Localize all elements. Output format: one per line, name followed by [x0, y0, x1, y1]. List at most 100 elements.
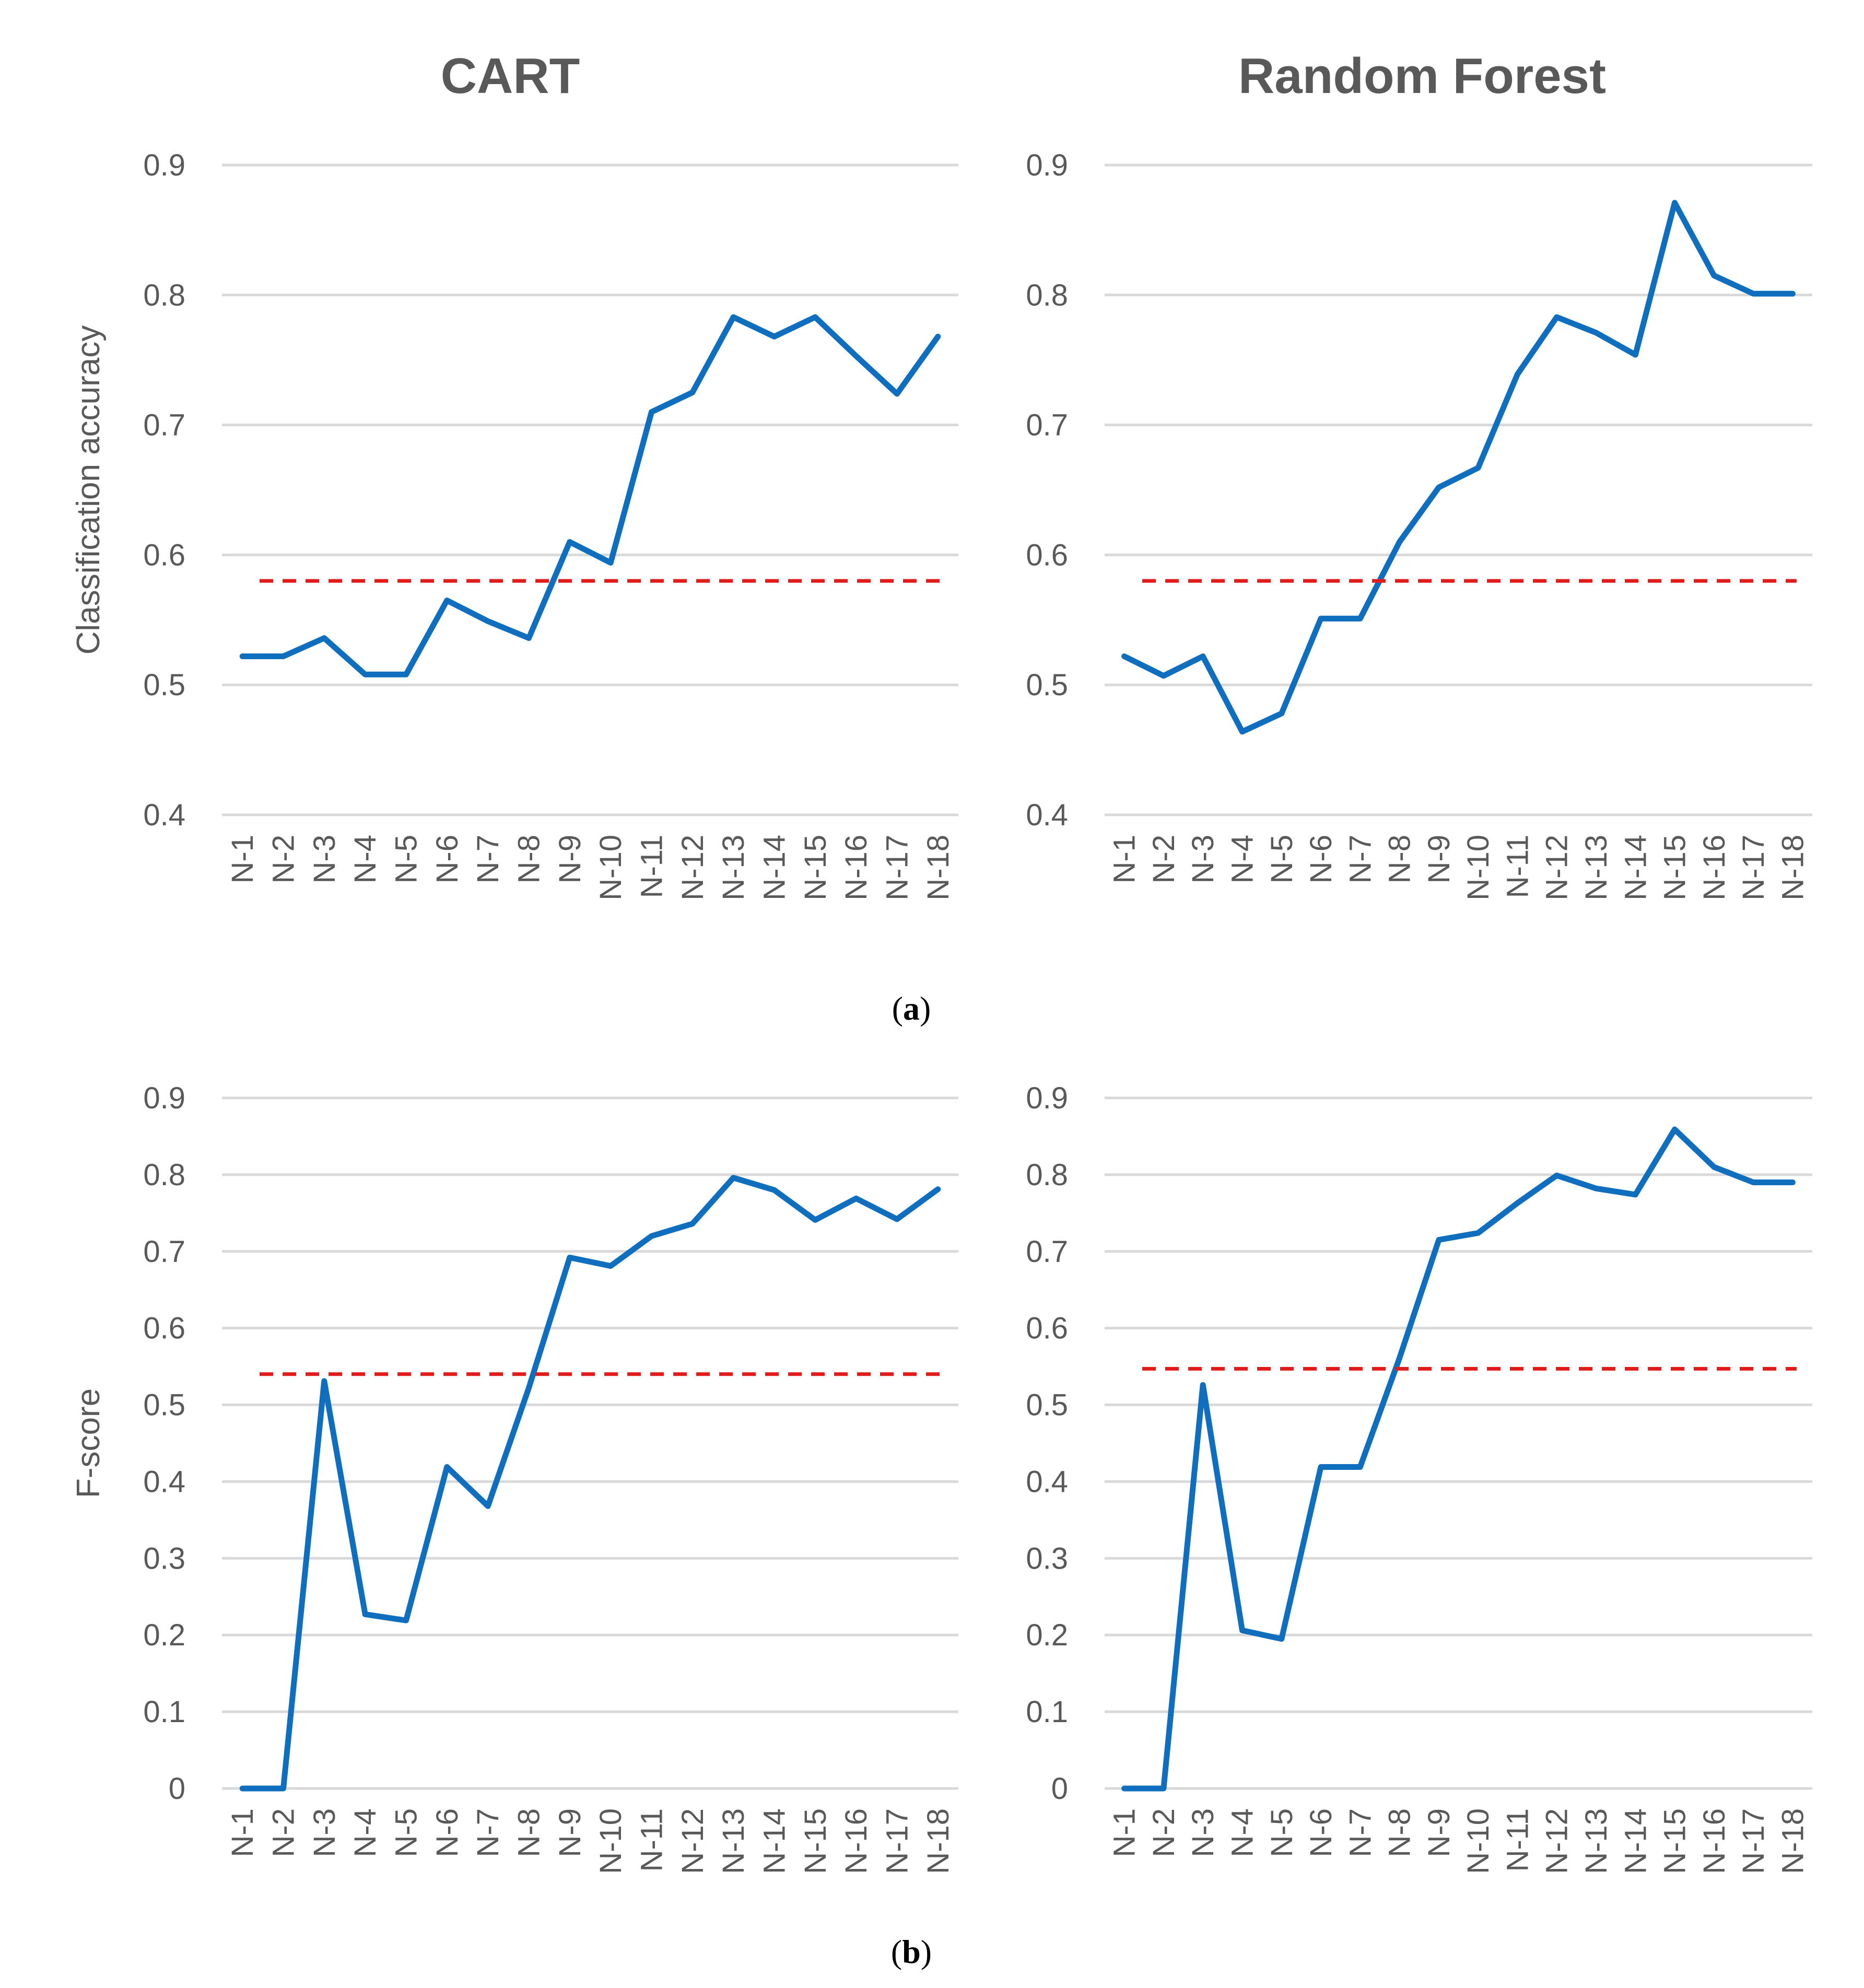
x-tick-label: N-12	[676, 835, 710, 901]
svg-text:(a): (a)	[892, 990, 931, 1027]
data-point	[526, 636, 531, 640]
x-tick-label: N-11	[635, 835, 669, 898]
y-tick-label: 0.4	[143, 1465, 185, 1499]
data-point	[895, 391, 899, 396]
column-title-random-forest: Random Forest	[1238, 48, 1606, 104]
data-point	[567, 1255, 572, 1260]
x-tick-label: N-13	[717, 1808, 751, 1874]
y-tick-label: 0.6	[143, 538, 185, 572]
caption-b-letter: b	[902, 1933, 921, 1970]
data-point	[486, 1504, 490, 1508]
data-point	[444, 1465, 449, 1469]
x-tick-label: N-8	[512, 1808, 546, 1857]
x-tick-label: N-10	[1461, 1808, 1495, 1874]
x-tick-label: N-10	[594, 1808, 628, 1874]
data-point	[486, 619, 490, 624]
data-point	[1161, 673, 1166, 678]
x-tick-label: N-17	[881, 1808, 915, 1874]
y-tick-label: 0.5	[143, 668, 185, 702]
data-point	[935, 1187, 940, 1191]
data-point	[1161, 1786, 1166, 1791]
data-point	[935, 334, 940, 339]
x-tick-label: N-11	[1500, 1808, 1534, 1872]
y-tick-label: 0.5	[1026, 668, 1068, 702]
x-tick-label: N-7	[1343, 835, 1377, 883]
data-point	[1790, 291, 1795, 296]
data-point	[526, 1386, 531, 1390]
x-tick-label: N-6	[430, 835, 464, 883]
x-tick-label: N-14	[758, 835, 792, 901]
data-point	[813, 1218, 817, 1222]
data-point	[1672, 201, 1677, 205]
x-tick-label: N-18	[1776, 1808, 1810, 1874]
data-point	[731, 1175, 736, 1180]
x-tick-label: N-14	[1619, 835, 1652, 901]
x-tick-label: N-9	[553, 1808, 587, 1857]
data-point	[1122, 654, 1127, 659]
y-tick-label: 0.9	[1026, 1081, 1068, 1115]
data-point	[608, 560, 613, 565]
y-tick-label: 0.4	[1026, 798, 1068, 832]
data-point	[322, 1379, 326, 1384]
y-axis-label: Classification accuracy	[71, 325, 107, 655]
x-tick-label: N-1	[226, 1808, 260, 1857]
x-tick-label: N-4	[348, 1808, 382, 1857]
x-tick-label: N-9	[1422, 1808, 1456, 1857]
caption-a-letter: a	[903, 990, 920, 1027]
data-point	[1751, 1180, 1756, 1185]
data-point	[649, 1234, 654, 1238]
y-tick-label: 0.6	[143, 1312, 185, 1346]
data-point	[1240, 1628, 1245, 1633]
data-point	[322, 636, 326, 640]
data-point	[813, 315, 817, 320]
x-tick-label: N-13	[717, 835, 751, 901]
x-tick-label: N-13	[1579, 1808, 1613, 1874]
x-tick-label: N-17	[1737, 835, 1771, 901]
data-point	[404, 1618, 408, 1623]
x-tick-label: N-6	[1304, 835, 1338, 883]
y-tick-label: 0.7	[1026, 1235, 1068, 1269]
y-tick-label: 0.8	[1026, 278, 1068, 312]
y-tick-label: 0.3	[1026, 1541, 1068, 1575]
data-point	[1790, 1180, 1795, 1185]
x-tick-label: N-16	[1697, 835, 1731, 901]
data-point	[281, 654, 286, 659]
y-tick-label: 0.8	[143, 278, 185, 312]
data-point	[1672, 1127, 1677, 1132]
data-point	[1554, 1173, 1559, 1178]
x-tick-label: N-4	[1225, 835, 1259, 883]
x-tick-label: N-7	[1343, 1808, 1377, 1857]
x-tick-label: N-3	[1186, 1808, 1220, 1857]
data-point	[649, 410, 654, 414]
data-point	[240, 1786, 245, 1791]
data-point	[404, 672, 408, 677]
data-point	[608, 1264, 613, 1268]
x-tick-label: N-12	[1540, 835, 1574, 901]
data-point	[281, 1786, 286, 1791]
caption-b: (b)	[891, 1933, 932, 1970]
x-tick-label: N-15	[1658, 1808, 1692, 1874]
y-tick-label: 0.8	[143, 1158, 185, 1192]
y-tick-label: 0.7	[143, 1235, 185, 1269]
data-point	[444, 598, 449, 603]
data-point	[1201, 1383, 1205, 1387]
data-point	[690, 390, 695, 395]
data-point	[240, 654, 245, 659]
x-tick-label: N-8	[1383, 835, 1417, 883]
model-series-line	[239, 1175, 941, 1792]
y-tick-label: 0.8	[1026, 1158, 1068, 1192]
y-tick-label: 0.6	[1026, 1312, 1068, 1346]
x-tick-label: N-11	[1500, 835, 1534, 898]
x-tick-label: N-17	[1737, 1808, 1771, 1874]
x-tick-label: N-9	[1422, 835, 1456, 883]
x-tick-label: N-12	[1540, 1808, 1574, 1874]
y-tick-label: 0.1	[143, 1695, 185, 1729]
data-point	[1711, 1165, 1716, 1170]
x-tick-label: N-5	[390, 1808, 424, 1857]
x-tick-label: N-2	[267, 835, 301, 883]
data-point	[1436, 485, 1441, 490]
data-point	[895, 1217, 899, 1222]
y-tick-label: 0.5	[143, 1388, 185, 1422]
y-tick-label: 0.2	[1026, 1618, 1068, 1652]
